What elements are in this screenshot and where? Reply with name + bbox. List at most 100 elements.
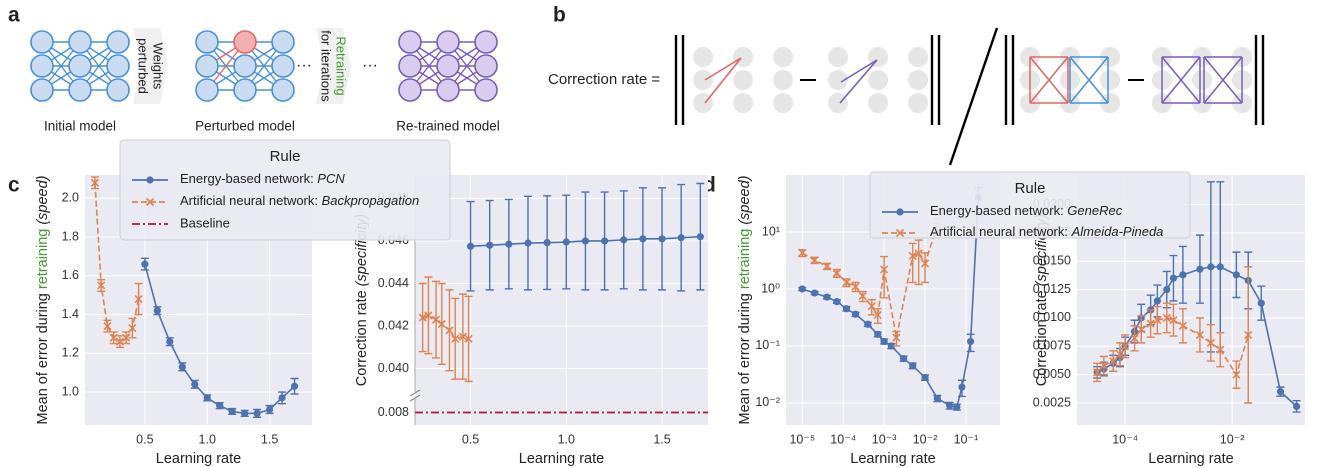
marker	[600, 237, 609, 245]
node	[908, 70, 928, 90]
node	[773, 70, 793, 90]
y-tick-label: 1.8	[62, 229, 79, 243]
marker	[842, 278, 851, 287]
marker	[880, 265, 889, 274]
y-axis-label-part: Correction rate	[354, 290, 370, 386]
marker	[431, 315, 441, 324]
marker	[97, 281, 106, 290]
marker	[1137, 325, 1146, 334]
marker	[873, 310, 882, 320]
marker	[464, 334, 473, 343]
marker	[122, 333, 131, 342]
panel-label: a	[8, 4, 20, 27]
error-bar	[867, 298, 876, 316]
marker	[946, 401, 954, 410]
marker	[914, 249, 923, 258]
y-axis-label: Correction rate(specificity)	[1034, 214, 1050, 386]
node	[398, 78, 422, 102]
y-tick-label: 10⁰	[761, 281, 780, 295]
error-bar	[921, 252, 930, 284]
y-axis-label-part: (speed)	[35, 176, 51, 225]
panel-label: c	[8, 174, 20, 197]
edge	[840, 59, 878, 83]
marker	[810, 256, 819, 265]
x-tick-label: 1.5	[261, 432, 278, 446]
marker	[896, 208, 904, 216]
marker	[191, 380, 199, 388]
marker	[1109, 356, 1118, 366]
marker	[822, 262, 831, 271]
node	[828, 93, 848, 113]
y-axis-label-part: retraining	[737, 229, 753, 289]
arrow-band	[133, 28, 168, 104]
y-tick-label: 1.6	[62, 268, 79, 282]
marker	[290, 382, 299, 390]
error-bar	[914, 239, 923, 286]
x-axis-label: Learning rate	[1148, 451, 1233, 467]
legend-title: Rule	[1015, 180, 1046, 197]
y-axis-label: Mean of error during retraining (speed)	[737, 176, 753, 425]
marker	[908, 251, 917, 260]
marker	[953, 403, 961, 411]
node	[1100, 93, 1120, 113]
model-label: Re-trained model	[396, 119, 500, 134]
y-tick-label: 0.042	[378, 318, 409, 332]
node	[436, 54, 460, 78]
node	[68, 54, 92, 78]
node	[436, 30, 460, 54]
marker	[1292, 402, 1301, 410]
arrow-band	[316, 28, 351, 104]
marker	[1232, 370, 1241, 379]
node	[474, 30, 498, 54]
marker	[858, 292, 867, 301]
node	[1192, 47, 1212, 67]
x-tick-label: 1.0	[199, 432, 216, 446]
y-tick-label: 0.0100	[1033, 310, 1071, 324]
marker	[1162, 313, 1171, 322]
y-axis-label: Mean of error during retraining (speed)	[35, 176, 51, 425]
axis-break	[409, 394, 421, 402]
marker	[874, 330, 882, 338]
node	[868, 70, 888, 90]
node	[106, 54, 130, 78]
y-tick-label: 1.0	[62, 384, 79, 398]
marker	[524, 239, 532, 247]
node	[868, 93, 888, 113]
perturb-text: perturbed	[136, 38, 151, 94]
marker	[543, 239, 551, 247]
panel-label: b	[553, 4, 566, 27]
marker	[562, 238, 570, 246]
marker	[166, 338, 174, 346]
node	[398, 30, 422, 54]
node	[474, 78, 498, 102]
node	[271, 54, 295, 78]
marker	[1276, 388, 1285, 396]
node	[398, 54, 422, 78]
marker	[658, 235, 666, 243]
marker	[437, 319, 446, 328]
marker	[466, 242, 475, 250]
marker	[823, 293, 831, 301]
error-bar	[880, 255, 889, 299]
edge	[704, 57, 742, 104]
marker	[1146, 319, 1155, 328]
marker	[1195, 330, 1204, 340]
legend-box	[869, 171, 1191, 239]
x-axis-label: Learning rate	[519, 451, 604, 467]
marker	[933, 394, 941, 403]
marker	[833, 298, 841, 306]
edge	[1161, 56, 1201, 104]
node	[1192, 93, 1212, 113]
marker	[1121, 342, 1130, 351]
slash	[948, 27, 999, 166]
marker	[1206, 338, 1215, 347]
node	[195, 78, 219, 102]
marker	[895, 228, 905, 238]
marker	[128, 324, 137, 333]
node	[693, 70, 713, 90]
plot-area	[1093, 181, 1301, 413]
retrain-text: for iterations	[319, 30, 334, 102]
marker	[921, 373, 929, 382]
marker	[141, 260, 149, 268]
legend-label: Baseline	[180, 215, 230, 230]
